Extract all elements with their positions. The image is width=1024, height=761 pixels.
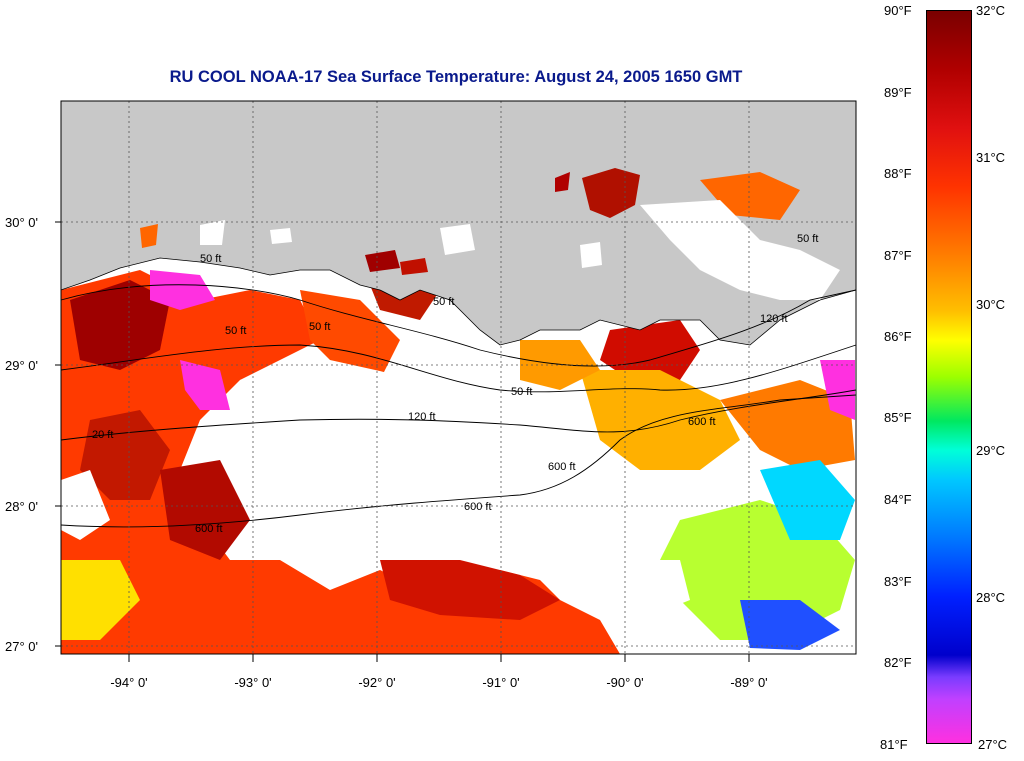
sst-hot-delta	[600, 320, 700, 380]
contour-label: 120 ft	[760, 313, 788, 325]
sst-yellow-sw	[61, 560, 140, 640]
contour-label: 50 ft	[225, 325, 246, 337]
map-frame	[60, 100, 857, 655]
colorbar-c-label: 27°C	[978, 737, 1008, 752]
delta-cloud	[640, 200, 840, 300]
lake-patch-west	[140, 224, 158, 248]
sst-hot-patch-2	[80, 410, 170, 500]
contour-label: 50 ft	[797, 233, 818, 245]
sst-magenta-east	[820, 360, 855, 420]
colorbar-c-label: 29°C	[976, 443, 1006, 458]
colorbar-c-label: 28°C	[976, 590, 1006, 605]
colorbar-f-label: 86°F	[884, 329, 912, 344]
contour-label: 20 ft	[92, 429, 113, 441]
colorbar-f-label: 84°F	[884, 492, 912, 507]
contour-label: 120 ft	[408, 411, 436, 423]
lat-label: 28° 0'	[5, 499, 38, 514]
lon-label: -89° 0'	[730, 675, 767, 690]
colorbar-f-label: 83°F	[884, 574, 912, 589]
contour-label: 50 ft	[511, 386, 532, 398]
sst-magenta-west	[180, 360, 230, 410]
contour-label: 600 ft	[464, 501, 492, 513]
contour-label: 600 ft	[688, 416, 716, 428]
contour-label: 50 ft	[200, 253, 221, 265]
colorbar-f-label: 81°F	[880, 737, 908, 752]
colorbar-c-label: 31°C	[976, 150, 1006, 165]
colorbar-f-label: 87°F	[884, 248, 912, 263]
colorbar-f-label: 82°F	[884, 655, 912, 670]
temperature-colorbar	[926, 10, 972, 744]
sst-hot-patch-1	[70, 280, 170, 370]
sst-hot-patch-3	[160, 460, 250, 560]
colorbar-c-label: 30°C	[976, 297, 1006, 312]
lake-cloud-1	[200, 220, 225, 245]
colorbar-f-label: 89°F	[884, 85, 912, 100]
lon-label: -90° 0'	[606, 675, 643, 690]
lake-cloud-3	[440, 224, 475, 255]
lat-label: 27° 0'	[5, 639, 38, 654]
lake-patch-4	[400, 258, 428, 275]
lon-label: -94° 0'	[110, 675, 147, 690]
sst-hot-patch-4	[380, 560, 560, 620]
lat-label: 30° 0'	[5, 215, 38, 230]
cloud-cover-central	[240, 360, 660, 570]
lake-cloud-2	[270, 228, 292, 244]
colorbar-f-label: 88°F	[884, 166, 912, 181]
sst-magenta-nw	[150, 270, 215, 310]
lon-label: -93° 0'	[234, 675, 271, 690]
colorbar-f-label: 90°F	[884, 3, 912, 18]
contour-label: 600 ft	[548, 461, 576, 473]
sst-mid-coastal	[520, 340, 600, 390]
sst-coldest-patch	[740, 600, 840, 650]
lake-patch-1	[555, 172, 570, 192]
contour-label-group: 50 ft 50 ft 50 ft 50 ft 50 ft 50 ft 120 …	[92, 233, 818, 535]
bathymetry-contours	[60, 284, 857, 528]
lake-patch-3	[365, 250, 400, 272]
lat-label: 29° 0'	[5, 358, 38, 373]
graticule	[61, 101, 856, 654]
lon-label: -92° 0'	[358, 675, 395, 690]
contour-label: 50 ft	[309, 321, 330, 333]
sst-cold-patch	[760, 460, 855, 540]
colorbar-f-label: 85°F	[884, 410, 912, 425]
lon-label: -91° 0'	[482, 675, 519, 690]
land-mass	[60, 100, 857, 346]
map-title: RU COOL NOAA-17 Sea Surface Temperature:…	[169, 68, 743, 86]
cloud-cover-west	[61, 470, 110, 540]
contour-label: 600 ft	[195, 523, 223, 535]
lake-patch-2	[582, 168, 640, 218]
cloud-cover-south	[600, 560, 690, 620]
contour-label: 50 ft	[433, 296, 454, 308]
colorbar-c-label: 32°C	[976, 3, 1006, 18]
lake-cloud-4	[580, 242, 602, 268]
sst-warm-east	[720, 380, 855, 470]
tick-marks	[55, 221, 750, 662]
